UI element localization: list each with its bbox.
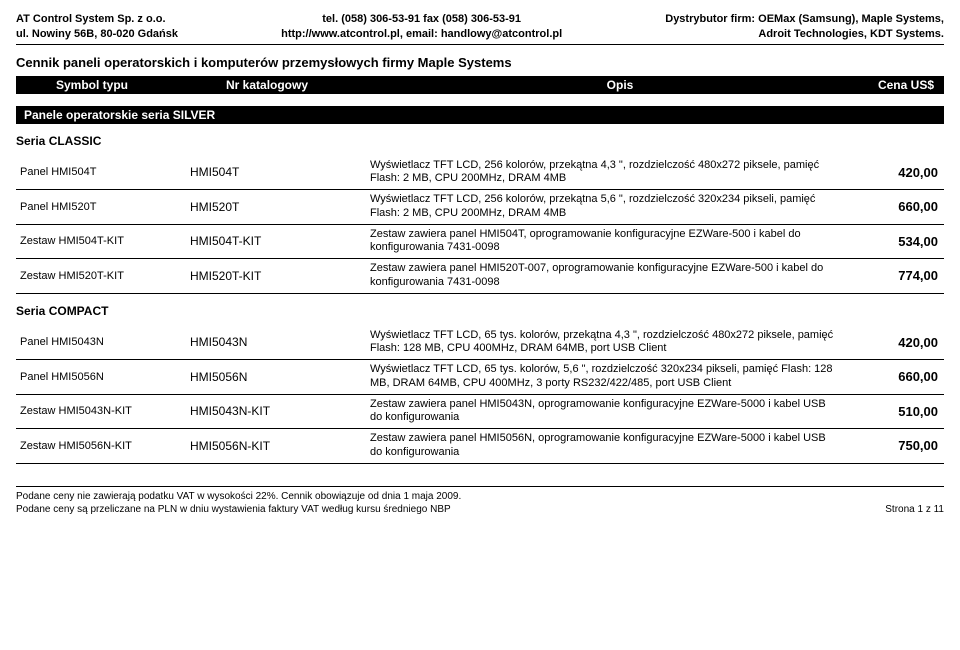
cell-desc: Zestaw zawiera panel HMI504T, oprogramow…	[370, 228, 848, 256]
cell-price: 420,00	[848, 335, 944, 350]
cell-price: 534,00	[848, 234, 944, 249]
page-title: Cennik paneli operatorskich i komputerów…	[16, 55, 944, 70]
cell-catalog: HMI5043N-KIT	[190, 404, 370, 418]
footer-notes: Podane ceny nie zawierają podatku VAT w …	[16, 490, 461, 516]
cell-name: Panel HMI504T	[16, 166, 190, 178]
table-row: Panel HMI520THMI520TWyświetlacz TFT LCD,…	[16, 190, 944, 225]
contact-web: http://www.atcontrol.pl, email: handlowy…	[281, 27, 562, 42]
cell-price: 750,00	[848, 438, 944, 453]
cell-name: Zestaw HMI504T-KIT	[16, 235, 190, 247]
cell-catalog: HMI504T-KIT	[190, 234, 370, 248]
cell-name: Zestaw HMI5043N-KIT	[16, 405, 190, 417]
table-row: Zestaw HMI504T-KITHMI504T-KITZestaw zawi…	[16, 225, 944, 260]
company-name: AT Control System Sp. z o.o.	[16, 12, 178, 27]
subsection-classic: Seria CLASSIC	[16, 134, 944, 148]
table-row: Panel HMI5043NHMI5043NWyświetlacz TFT LC…	[16, 326, 944, 361]
distributor-line2: Adroit Technologies, KDT Systems.	[665, 27, 944, 42]
cell-name: Panel HMI520T	[16, 201, 190, 213]
page-footer: Podane ceny nie zawierają podatku VAT w …	[16, 486, 944, 516]
cell-name: Zestaw HMI5056N-KIT	[16, 440, 190, 452]
company-address: ul. Nowiny 56B, 80-020 Gdańsk	[16, 27, 178, 42]
table-row: Zestaw HMI5043N-KITHMI5043N-KITZestaw za…	[16, 395, 944, 430]
cell-desc: Zestaw zawiera panel HMI5056N, oprogramo…	[370, 432, 848, 460]
cell-desc: Wyświetlacz TFT LCD, 256 kolorów, przeką…	[370, 193, 848, 221]
subsection-compact: Seria COMPACT	[16, 304, 944, 318]
cell-catalog: HMI520T-KIT	[190, 269, 370, 283]
cell-name: Zestaw HMI520T-KIT	[16, 270, 190, 282]
cell-name: Panel HMI5043N	[16, 336, 190, 348]
section-silver: Panele operatorskie seria SILVER	[16, 106, 944, 124]
page-header: AT Control System Sp. z o.o. ul. Nowiny …	[16, 12, 944, 45]
col-symbol: Symbol typu	[16, 78, 226, 92]
cell-catalog: HMI504T	[190, 165, 370, 179]
header-left: AT Control System Sp. z o.o. ul. Nowiny …	[16, 12, 178, 42]
cell-catalog: HMI5056N	[190, 370, 370, 384]
cell-price: 660,00	[848, 199, 944, 214]
footer-line1: Podane ceny nie zawierają podatku VAT w …	[16, 490, 461, 503]
cell-price: 660,00	[848, 369, 944, 384]
table-row: Panel HMI5056NHMI5056NWyświetlacz TFT LC…	[16, 360, 944, 395]
table-row: Panel HMI504THMI504TWyświetlacz TFT LCD,…	[16, 156, 944, 191]
footer-line2: Podane ceny są przeliczane na PLN w dniu…	[16, 503, 461, 516]
distributor-line1: Dystrybutor firm: OEMax (Samsung), Maple…	[665, 12, 944, 27]
header-mid: tel. (058) 306-53-91 fax (058) 306-53-91…	[281, 12, 562, 42]
col-catalog: Nr katalogowy	[226, 78, 406, 92]
col-desc: Opis	[406, 78, 834, 92]
table-row: Zestaw HMI5056N-KITHMI5056N-KITZestaw za…	[16, 429, 944, 464]
cell-catalog: HMI5043N	[190, 335, 370, 349]
cell-catalog: HMI5056N-KIT	[190, 439, 370, 453]
cell-name: Panel HMI5056N	[16, 371, 190, 383]
cell-desc: Zestaw zawiera panel HMI520T-007, oprogr…	[370, 262, 848, 290]
cell-price: 510,00	[848, 404, 944, 419]
cell-price: 420,00	[848, 165, 944, 180]
table-row: Zestaw HMI520T-KITHMI520T-KITZestaw zawi…	[16, 259, 944, 294]
cell-desc: Zestaw zawiera panel HMI5043N, oprogramo…	[370, 398, 848, 426]
cell-catalog: HMI520T	[190, 200, 370, 214]
cell-price: 774,00	[848, 268, 944, 283]
contact-phone: tel. (058) 306-53-91 fax (058) 306-53-91	[281, 12, 562, 27]
header-right: Dystrybutor firm: OEMax (Samsung), Maple…	[665, 12, 944, 42]
cell-desc: Wyświetlacz TFT LCD, 65 tys. kolorów, pr…	[370, 329, 848, 357]
cell-desc: Wyświetlacz TFT LCD, 256 kolorów, przeką…	[370, 159, 848, 187]
column-header-bar: Symbol typu Nr katalogowy Opis Cena US$	[16, 76, 944, 94]
cell-desc: Wyświetlacz TFT LCD, 65 tys. kolorów, 5,…	[370, 363, 848, 391]
col-price: Cena US$	[834, 78, 944, 92]
page-number: Strona 1 z 11	[885, 503, 944, 516]
